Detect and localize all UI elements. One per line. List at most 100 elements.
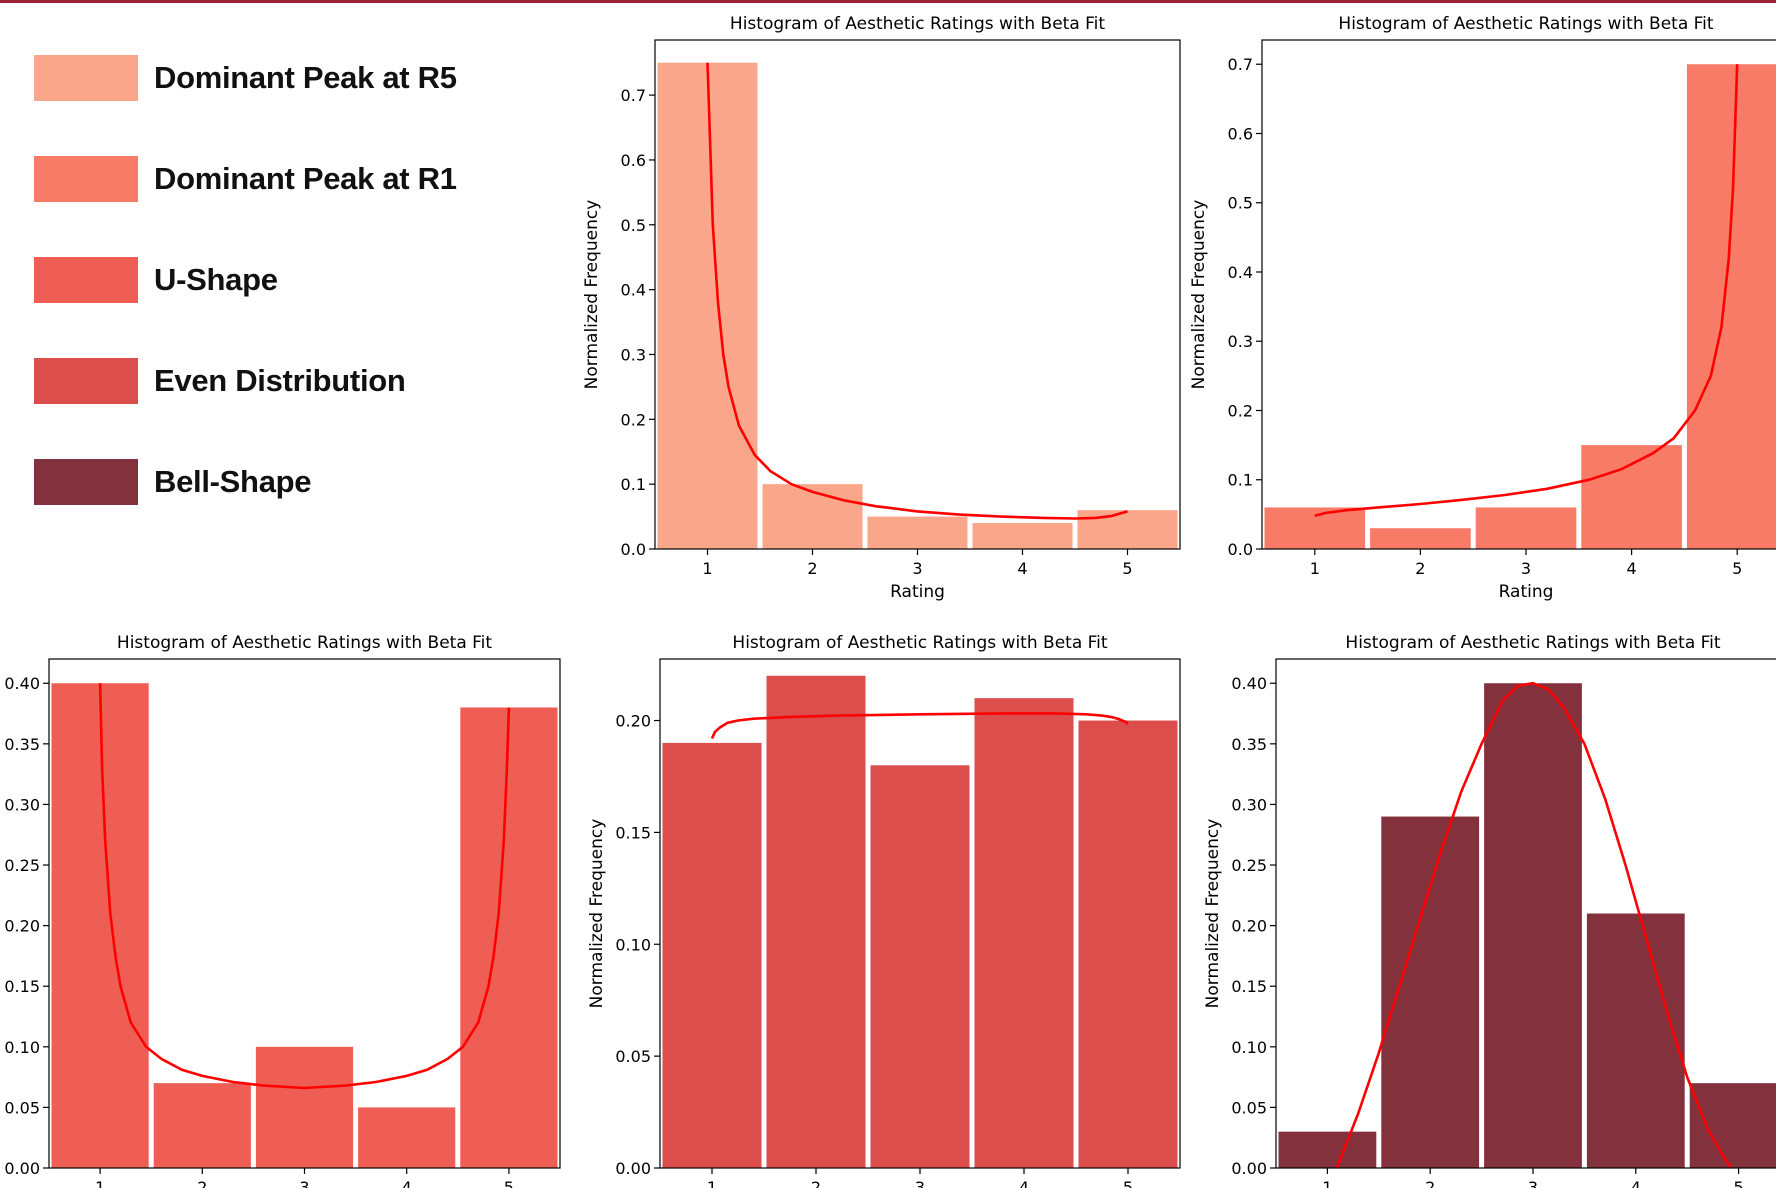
y-tick-label: 0.3 — [1228, 332, 1253, 351]
bar-5 — [1689, 1083, 1776, 1168]
legend-item-u-shape: U-Shape — [34, 256, 278, 304]
x-tick-label: 2 — [811, 1178, 821, 1188]
bar-2 — [153, 1083, 251, 1168]
y-tick-label: 0.7 — [621, 86, 646, 105]
y-tick-label: 0.10 — [4, 1038, 40, 1057]
bar-4 — [972, 523, 1073, 549]
y-axis-label: Normalized Frequency — [1189, 200, 1209, 390]
x-tick-label: 3 — [299, 1178, 309, 1188]
chart-4: 0.00 0.05 0.10 0.15 0.20 1 2 3 4 5 Histogram of Ae… — [587, 633, 1181, 1188]
y-tick-label: 0.4 — [1228, 263, 1253, 282]
y-tick-label: 0.5 — [1228, 194, 1253, 213]
y-tick-label: 0.1 — [1228, 471, 1253, 490]
legend-label: U-Shape — [154, 262, 278, 297]
legend-swatch — [34, 459, 138, 505]
x-tick-label: 5 — [1123, 1178, 1133, 1188]
beta-fit-curve — [1335, 681, 1733, 1168]
y-tick-label: 0.0 — [621, 540, 646, 559]
y-tick-label: 0.2 — [621, 410, 646, 429]
chart-title: Histogram of Aesthetic Ratings with Beta… — [1338, 14, 1713, 34]
bar-5 — [460, 707, 558, 1168]
x-tick-label: 1 — [1322, 1178, 1332, 1188]
bar-3 — [870, 765, 970, 1168]
bar-1 — [1278, 1131, 1377, 1168]
x-tick-label: 4 — [1627, 559, 1637, 578]
bar-3 — [1475, 507, 1577, 549]
bar-4 — [358, 1107, 456, 1168]
y-tick-label: 0.25 — [1231, 856, 1267, 875]
bar-3 — [1484, 683, 1582, 1168]
y-tick-label: 0.0 — [1228, 540, 1253, 559]
y-tick-label: 0.6 — [1228, 124, 1253, 143]
x-axis-label: Rating — [890, 582, 945, 602]
legend-label: Even Distribution — [154, 363, 406, 398]
y-tick-label: 0.6 — [621, 151, 646, 170]
y-tick-label: 0.15 — [1231, 977, 1267, 996]
y-tick-label: 0.35 — [1231, 735, 1267, 754]
legend-label: Dominant Peak at R1 — [154, 161, 457, 196]
bar-1 — [662, 742, 762, 1168]
y-tick-label: 0.00 — [4, 1159, 40, 1178]
y-tick-label: 0.20 — [615, 712, 651, 731]
legend-item-even-distribution: Even Distribution — [34, 357, 406, 405]
y-tick-label: 0.05 — [1231, 1098, 1267, 1117]
y-tick-label: 0.2 — [1228, 401, 1253, 420]
bar-5 — [1077, 510, 1178, 549]
x-tick-label: 3 — [1528, 1178, 1538, 1188]
x-tick-label: 2 — [807, 559, 817, 578]
bar-3 — [867, 516, 968, 549]
legend-swatch — [34, 358, 138, 404]
x-tick-label: 1 — [1310, 559, 1320, 578]
chart-5: 0.00 0.05 0.10 0.15 0.20 0.25 0.30 0.35 0.40 1 2 3 4… — [1203, 633, 1776, 1188]
x-tick-label: 2 — [1415, 559, 1425, 578]
y-axis-label: Normalized Frequency — [582, 200, 602, 390]
chart-title: Histogram of Aesthetic Ratings with Beta… — [117, 633, 492, 653]
bar-4 — [1586, 913, 1685, 1168]
bar-2 — [1381, 816, 1480, 1168]
bar-2 — [1370, 528, 1471, 549]
y-tick-label: 0.20 — [4, 917, 40, 936]
bar-1 — [657, 62, 758, 549]
x-tick-label: 4 — [1019, 1178, 1029, 1188]
y-tick-label: 0.00 — [615, 1159, 651, 1178]
bar-3 — [255, 1046, 354, 1168]
y-tick-label: 0.15 — [4, 977, 40, 996]
y-tick-label: 0.25 — [4, 856, 40, 875]
x-tick-label: 4 — [1017, 559, 1027, 578]
x-tick-label: 1 — [707, 1178, 717, 1188]
legend-label: Dominant Peak at R5 — [154, 60, 457, 95]
x-tick-label: 5 — [1122, 559, 1132, 578]
bar-4 — [974, 698, 1074, 1168]
y-tick-label: 0.40 — [1231, 674, 1267, 693]
top-border — [0, 0, 1776, 3]
y-tick-label: 0.7 — [1228, 55, 1253, 74]
y-tick-label: 0.30 — [4, 795, 40, 814]
x-tick-label: 5 — [504, 1178, 514, 1188]
beta-fit-curve — [706, 62, 1128, 520]
chart-2: 0.0 0.1 0.2 0.3 0.4 0.5 0.6 0.7 1 2 3 4 5 Histogram o… — [1189, 14, 1776, 602]
x-tick-label: 1 — [702, 559, 712, 578]
x-tick-label: 5 — [1732, 559, 1742, 578]
x-tick-label: 4 — [402, 1178, 412, 1188]
x-axis-label: Rating — [1499, 582, 1554, 602]
bar-4 — [1581, 445, 1682, 549]
x-tick-label: 1 — [95, 1178, 105, 1188]
bar-2 — [762, 484, 863, 549]
chart-title: Histogram of Aesthetic Ratings with Beta… — [732, 633, 1107, 653]
legend-item-dominant-peak-r1: Dominant Peak at R1 — [34, 155, 457, 203]
chart-3: 0.00 0.05 0.10 0.15 0.20 0.25 0.30 0.35 0.40 1 2 3 4… — [4, 633, 561, 1188]
y-tick-label: 0.40 — [4, 674, 40, 693]
y-tick-label: 0.15 — [615, 823, 651, 842]
bar-5 — [1078, 720, 1178, 1168]
x-tick-label: 3 — [1521, 559, 1531, 578]
y-tick-label: 0.00 — [1231, 1159, 1267, 1178]
y-tick-label: 0.5 — [621, 216, 646, 235]
bar-5 — [1686, 64, 1776, 549]
bar-2 — [766, 675, 866, 1168]
y-tick-label: 0.4 — [621, 281, 646, 300]
chart-title: Histogram of Aesthetic Ratings with Beta… — [1345, 633, 1720, 653]
beta-fit-curve — [710, 712, 1129, 739]
y-tick-label: 0.1 — [621, 475, 646, 494]
x-tick-label: 3 — [912, 559, 922, 578]
legend: Dominant Peak at R5 Dominant Peak at R1 … — [34, 54, 554, 514]
